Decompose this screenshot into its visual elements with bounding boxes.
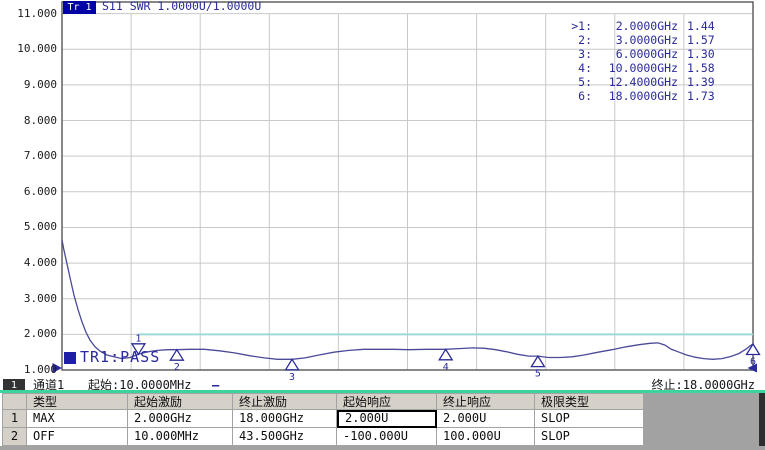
limit-table-header-type: 类型 (27, 393, 128, 410)
marker-6-number: 6 (750, 356, 756, 367)
marker-frequency: 18.0000GHz (608, 89, 678, 103)
marker-frequency: 10.0000GHz (608, 61, 678, 75)
marker-readout-row: 2: 3.0000GHz 1.57 (560, 33, 755, 47)
marker-5-symbol[interactable] (530, 354, 546, 368)
ref-level-arrow-icon (52, 363, 62, 373)
marker-readout-row: 6: 18.0000GHz 1.73 (560, 89, 755, 103)
marker-frequency: 2.0000GHz (615, 19, 678, 33)
marker-2-symbol[interactable] (169, 348, 185, 361)
y-tick-label: 3.000 (23, 291, 57, 305)
limit-cell-stop-stimulus-row1[interactable]: 18.000GHz (233, 410, 337, 428)
limit-row-1-number[interactable]: 1 (2, 410, 27, 428)
bottom-strip (0, 446, 765, 450)
limit-table-header-stop-response: 终止响应 (437, 393, 535, 410)
marker-1-number: 1 (135, 333, 141, 344)
marker-number-label: 6: (578, 89, 592, 103)
limit-table-corner (2, 393, 27, 410)
y-tick-label: 5.000 (23, 220, 57, 234)
marker-4-symbol[interactable] (438, 348, 454, 361)
marker-value: 1.58 (687, 61, 715, 75)
marker-2-number: 2 (174, 362, 180, 373)
marker-readout-row: >1: 2.0000GHz 1.44 (560, 19, 755, 33)
sweep-stop-label: 终止:18.0000GHz (651, 378, 755, 392)
y-tick-label: 1.000 (23, 363, 57, 376)
marker-value: 1.57 (687, 33, 715, 47)
y-tick-label: 7.000 (23, 149, 57, 163)
limit-cell-start-response-row2[interactable]: -100.000U (337, 428, 437, 446)
sweep-start-label: 起始:10.0000MHz (88, 378, 192, 392)
limit-table-header-limit-type: 极限类型 (535, 393, 644, 410)
limit-cell-start-stimulus-row2[interactable]: 10.000MHz (128, 428, 233, 446)
limit-test-indicator-icon (64, 352, 76, 364)
limit-table-header-start-stimulus: 起始激励 (128, 393, 233, 410)
marker-readout-row: 4: 10.0000GHz 1.58 (560, 61, 755, 75)
limit-cell-stop-response-row1[interactable]: 2.000U (437, 410, 535, 428)
limit-cell-limit-type-row2[interactable]: SLOP (535, 428, 644, 446)
y-tick-label: 6.000 (23, 184, 57, 198)
limit-row-2-number[interactable]: 2 (2, 428, 27, 446)
y-tick-label: 9.000 (23, 77, 57, 91)
marker-3-number: 3 (289, 372, 295, 383)
marker-number-label: 5: (578, 75, 592, 89)
table-filler (644, 393, 759, 450)
marker-value: 1.73 (687, 89, 715, 103)
marker-4-number: 4 (443, 362, 449, 373)
trace1-button[interactable]: Tr 1 (63, 1, 96, 14)
marker-readout-row: 3: 6.0000GHz 1.30 (560, 47, 755, 61)
marker-readout-row: 5: 12.4000GHz 1.39 (560, 75, 755, 89)
table-separator (0, 390, 765, 393)
channel-label: 通道1 (33, 378, 65, 392)
channel-indicator[interactable]: 1 (3, 379, 25, 392)
marker-5-number: 5 (535, 369, 541, 380)
y-tick-label: 2.000 (23, 327, 57, 341)
trace-format-label: S11 SWR 1.0000U/1.0000U (102, 0, 262, 13)
marker-value: 1.44 (687, 19, 715, 33)
marker-frequency: 12.4000GHz (608, 75, 678, 89)
limit-cell-stop-stimulus-row2[interactable]: 43.500GHz (233, 428, 337, 446)
limit-pass-label: TR1:PASS (80, 348, 161, 366)
marker-number-label: 3: (578, 47, 592, 61)
swr-chart[interactable]: 1 2 3 4 5 6 (0, 0, 765, 386)
y-tick-label: 10.000 (17, 42, 57, 56)
marker-value: 1.30 (687, 47, 715, 61)
limit-cell-start-response-row1[interactable]: 2.000U (337, 410, 437, 428)
marker-number-label: 4: (578, 61, 592, 75)
marker-6-symbol[interactable] (745, 342, 761, 356)
marker-frequency: 6.0000GHz (615, 47, 678, 61)
swr-trace (61, 239, 754, 360)
marker-3-symbol[interactable] (284, 358, 300, 371)
y-tick-label: 4.000 (23, 256, 57, 270)
marker-number-label: 2: (578, 33, 592, 47)
marker-readout: >1: 2.0000GHz 1.44 2: 3.0000GHz 1.57 3: 6.0000G… (560, 19, 755, 103)
marker-1-symbol[interactable] (130, 343, 147, 356)
sweep-end-arrow-icon (747, 363, 757, 373)
marker-value: 1.39 (687, 75, 715, 89)
y-tick-label: 8.000 (23, 113, 57, 127)
marker-number-label: >1: (571, 19, 592, 33)
limit-table: 类型 起始激励 终止激励 起始响应 终止响应 极限类型 1 MAX 2.000GHz 18.000… (2, 393, 644, 446)
limit-cell-type-row2[interactable]: OFF (27, 428, 128, 446)
limit-table-header-start-response: 起始响应 (337, 393, 437, 410)
limit-cell-type-row1[interactable]: MAX (27, 410, 128, 428)
marker-frequency: 3.0000GHz (615, 33, 678, 47)
limit-cell-limit-type-row1[interactable]: SLOP (535, 410, 644, 428)
y-tick-label: 11.000 (17, 6, 57, 20)
limit-cell-stop-response-row2[interactable]: 100.000U (437, 428, 535, 446)
table-filler-edge (759, 393, 765, 450)
limit-table-header-stop-stimulus: 终止激励 (233, 393, 337, 410)
limit-cell-start-stimulus-row1[interactable]: 2.000GHz (128, 410, 233, 428)
trace-color-dash-icon: — (212, 378, 220, 392)
plot-border (61, 1, 754, 371)
